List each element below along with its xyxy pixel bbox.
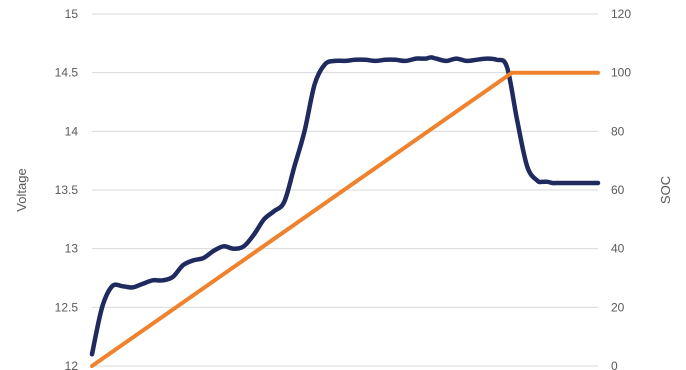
right-tick-label: 100 [611, 66, 631, 80]
left-tick-label: 13.5 [55, 183, 79, 197]
left-tick-label: 13 [65, 242, 79, 256]
left-tick-label: 15 [65, 7, 79, 21]
voltage-series-line [89, 55, 601, 357]
series-lines [89, 55, 601, 368]
right-axis-ticks: 0 20 40 60 80 100 120 [611, 7, 631, 370]
right-axis-title: SOC [658, 176, 673, 204]
left-tick-label: 14.5 [55, 66, 79, 80]
left-axis-title: Voltage [14, 168, 29, 211]
left-tick-label: 12.5 [55, 300, 79, 314]
right-tick-label: 0 [611, 359, 618, 370]
right-tick-label: 60 [611, 183, 625, 197]
left-tick-label: 12 [65, 359, 79, 370]
right-tick-label: 40 [611, 242, 625, 256]
left-axis-ticks: 12 12.5 13 13.5 14 14.5 15 [55, 7, 79, 370]
right-tick-label: 80 [611, 124, 625, 138]
right-tick-label: 120 [611, 7, 631, 21]
right-tick-label: 20 [611, 300, 625, 314]
soc-series-line [90, 70, 600, 368]
left-tick-label: 14 [65, 124, 79, 138]
